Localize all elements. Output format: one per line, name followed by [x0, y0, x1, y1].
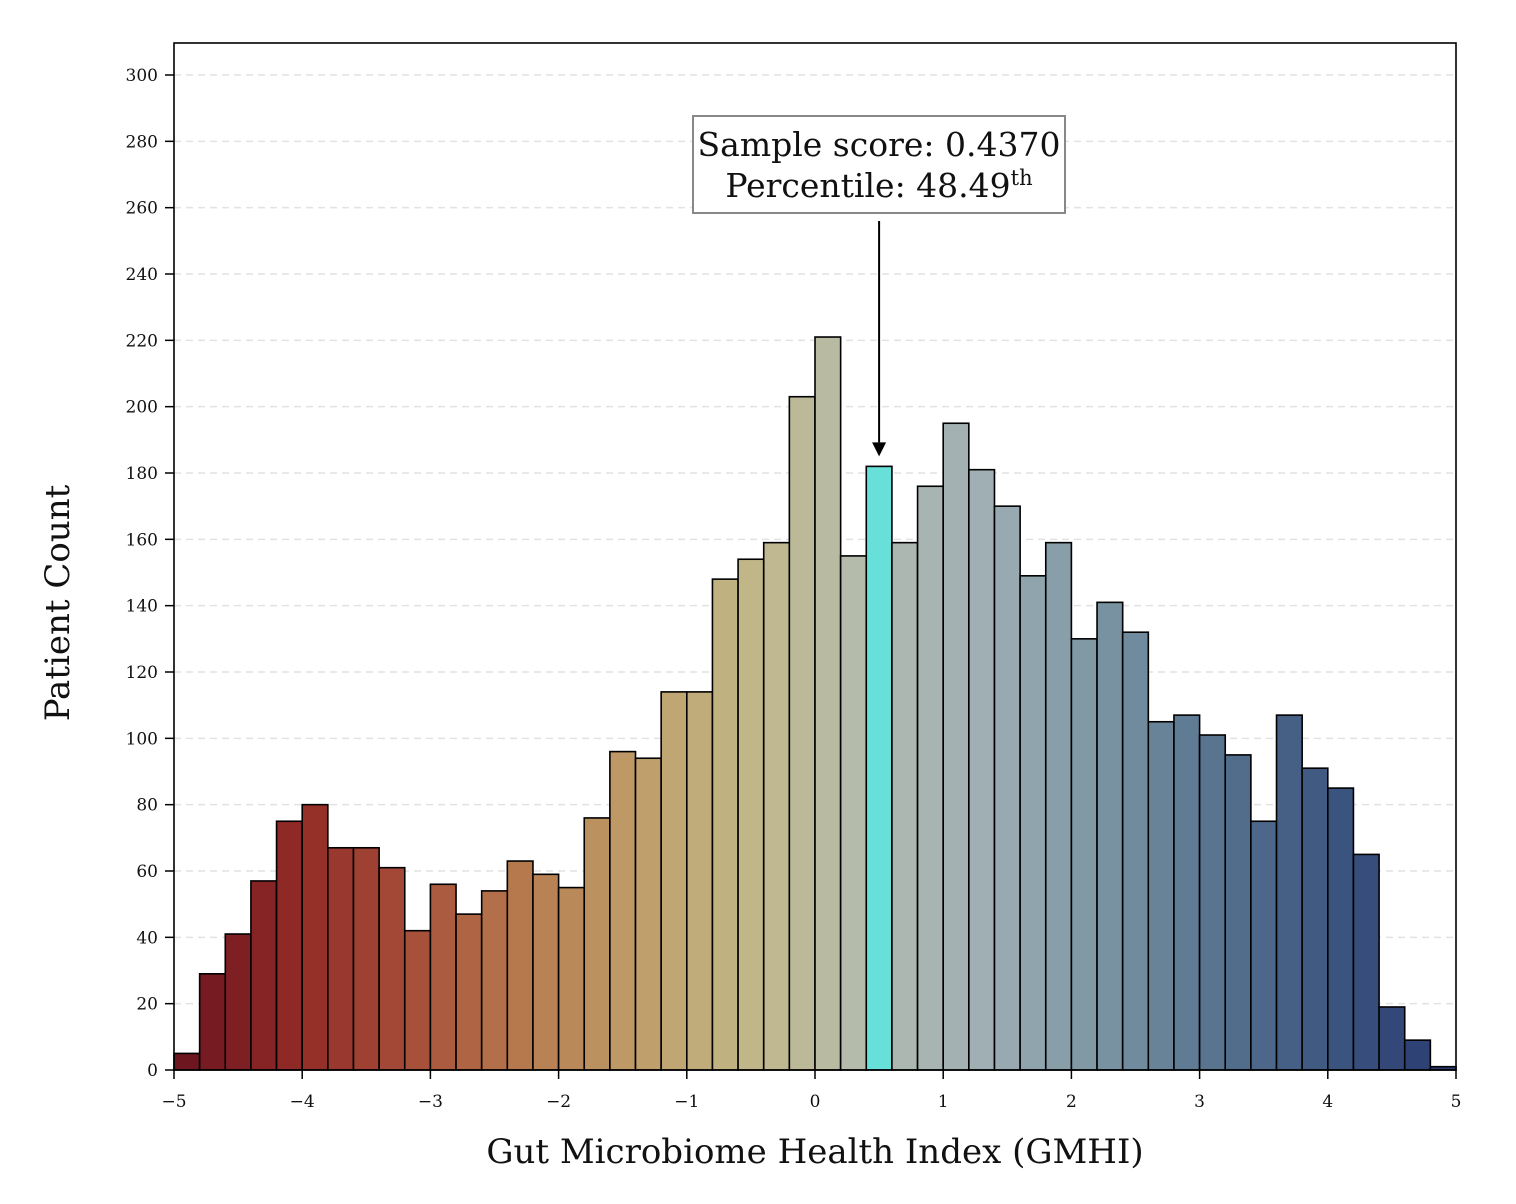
- histogram-bar-highlighted: [865, 465, 893, 1071]
- y-tick-label: 120: [126, 663, 158, 683]
- histogram-bar: [1070, 638, 1098, 1071]
- annotation-score-text: Sample score: 0.4370: [698, 125, 1061, 164]
- y-tick-label: 60: [136, 862, 158, 882]
- histogram-bar: [1044, 541, 1073, 1071]
- histogram-bar: [224, 933, 252, 1071]
- histogram-bar: [685, 691, 714, 1071]
- histogram-bar: [839, 555, 868, 1071]
- histogram-bar: [429, 883, 457, 1071]
- y-tick-label: 280: [126, 132, 158, 152]
- histogram-bar: [275, 820, 303, 1071]
- histogram-bar: [378, 866, 406, 1071]
- annotation-percentile-text: Percentile: 48.49th: [725, 166, 1032, 205]
- x-tick-label: −5: [161, 1092, 186, 1112]
- x-tick-label: 0: [810, 1092, 821, 1112]
- histogram-bar: [352, 846, 380, 1071]
- histogram-bar: [506, 860, 534, 1071]
- x-tick-label: −2: [546, 1092, 571, 1112]
- x-axis-ticks: −5 −4 −3 −2 −1 0 1 2 3 4 5: [161, 1070, 1461, 1112]
- y-tick-label: 300: [126, 66, 158, 86]
- histogram-bar: [1019, 575, 1047, 1071]
- x-tick-label: 1: [938, 1092, 949, 1112]
- y-tick-label: 200: [126, 398, 158, 418]
- histogram-bar: [1096, 601, 1124, 1071]
- histogram-bar: [532, 873, 560, 1071]
- histogram-bar: [891, 541, 919, 1071]
- x-tick-label: 4: [1322, 1092, 1333, 1112]
- histogram-bar: [814, 336, 842, 1071]
- y-tick-label: 100: [126, 729, 158, 749]
- histogram-bar: [1121, 631, 1150, 1071]
- histogram-bar: [1147, 720, 1175, 1071]
- y-tick-label: 160: [126, 530, 158, 550]
- histogram-bar: [557, 886, 586, 1071]
- annotation-percentile-suffix: th: [1011, 166, 1033, 190]
- histogram-bar: [762, 541, 791, 1071]
- histogram-bar: [711, 578, 739, 1071]
- y-tick-label: 0: [147, 1061, 158, 1081]
- histogram-bar: [1198, 734, 1227, 1071]
- y-tick-label: 240: [126, 265, 158, 285]
- histogram-bar: [1403, 1039, 1432, 1071]
- y-tick-label: 140: [126, 597, 158, 617]
- sample-annotation: Sample score: 0.4370 Percentile: 48.49th: [692, 115, 1066, 457]
- x-tick-label: −3: [418, 1092, 443, 1112]
- histogram-bar: [1352, 853, 1380, 1071]
- y-tick-label: 180: [126, 464, 158, 484]
- histogram-bar: [609, 750, 637, 1071]
- annotation-arrow-head: [872, 442, 887, 457]
- x-tick-label: −1: [674, 1092, 699, 1112]
- histogram-bar: [583, 817, 611, 1071]
- y-tick-label: 220: [126, 331, 158, 351]
- histogram-bar: [942, 422, 970, 1071]
- x-tick-label: 2: [1066, 1092, 1077, 1112]
- histogram-bar: [1378, 1006, 1406, 1071]
- histogram-bar: [173, 1052, 201, 1071]
- histogram-bar: [455, 913, 483, 1071]
- histogram-bar: [634, 757, 662, 1071]
- histogram-bar: [968, 468, 996, 1071]
- y-tick-label: 260: [126, 199, 158, 219]
- annotation-percentile-value: Percentile: 48.49: [725, 166, 1010, 205]
- x-tick-label: −4: [290, 1092, 315, 1112]
- histogram-bar: [1275, 714, 1303, 1071]
- histogram-bars: [173, 336, 1457, 1071]
- histogram-bar: [301, 803, 329, 1071]
- y-axis-title: Patient Count: [38, 484, 78, 721]
- y-tick-label: 80: [136, 796, 158, 816]
- histogram-bar: [250, 880, 278, 1071]
- annotation-box: [692, 115, 1066, 214]
- histogram-bar: [327, 846, 355, 1071]
- x-tick-label: 3: [1194, 1092, 1205, 1112]
- histogram-bar: [993, 505, 1021, 1071]
- histogram-bar: [737, 558, 765, 1071]
- histogram-bar: [198, 973, 227, 1071]
- histogram-bar: [1327, 787, 1355, 1071]
- histogram-bar: [480, 890, 509, 1071]
- histogram-bar: [403, 929, 432, 1071]
- histogram-bar: [660, 691, 688, 1071]
- histogram-bar: [788, 395, 816, 1071]
- x-axis-title: Gut Microbiome Health Index (GMHI): [486, 1132, 1143, 1172]
- histogram-bar: [1250, 820, 1278, 1071]
- histogram-bar: [1173, 714, 1201, 1071]
- x-tick-label: 5: [1451, 1092, 1462, 1112]
- histogram-bar: [916, 485, 944, 1071]
- y-axis-ticks: 0 20 40 60 80 100 120 140 160 180 200 220 240 260 280 3…: [126, 66, 174, 1081]
- y-tick-label: 20: [136, 995, 158, 1015]
- histogram-bar: [1301, 767, 1329, 1071]
- histogram-bar: [1224, 754, 1252, 1071]
- y-tick-label: 40: [136, 928, 158, 948]
